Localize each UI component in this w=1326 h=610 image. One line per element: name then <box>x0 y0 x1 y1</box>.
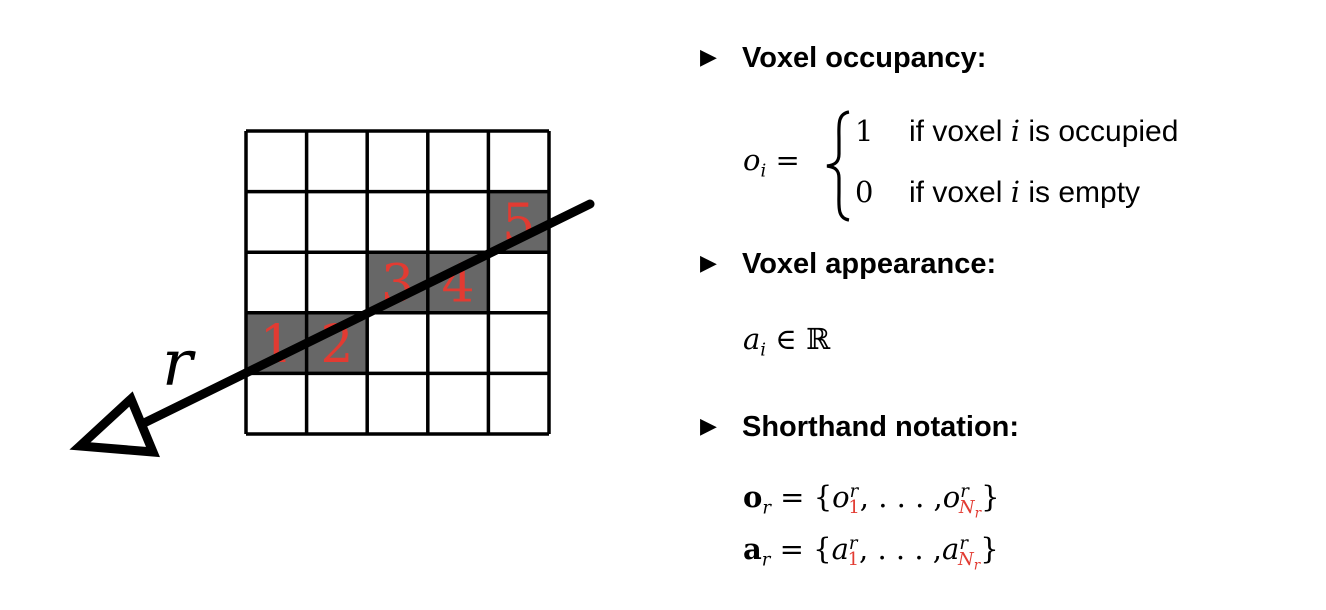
sh-first-index: 1 <box>847 549 860 571</box>
bullet-shorthand-notation: ▶ Shorthand notation: <box>700 411 1019 444</box>
case-var: i <box>1010 175 1020 209</box>
occ-equals: = <box>775 143 800 177</box>
bullet-voxel-occupancy: ▶ Voxel occupancy: <box>700 42 986 75</box>
case-text-post: is occupied <box>1020 115 1179 148</box>
case-value: 0 <box>855 175 874 209</box>
app-sub: i <box>760 339 767 361</box>
case-text-post: is empty <box>1020 176 1141 209</box>
sh-var: o <box>832 480 850 514</box>
bullet-arrow-icon: ▶ <box>700 44 717 69</box>
case-value: 1 <box>855 114 874 148</box>
sh-bold: o <box>743 480 763 514</box>
sh-last-index-sub: r <box>973 558 981 574</box>
sh-open: { <box>813 480 833 514</box>
bullet-voxel-appearance: ▶ Voxel appearance: <box>700 248 996 281</box>
sh-sep: , . . . , <box>859 480 943 514</box>
bullet-arrow-icon: ▶ <box>700 250 717 275</box>
sh-sup: r <box>848 533 858 555</box>
occ-sub: i <box>760 160 767 182</box>
bullet-arrow-icon: ▶ <box>700 413 717 438</box>
left-brace <box>826 110 850 222</box>
case-var: i <box>1010 114 1020 148</box>
explanation-panel: ▶ Voxel occupancy: oi = 1 if voxel i is oc… <box>700 0 1320 610</box>
sh-var: a <box>831 532 849 566</box>
sh-last-index: N <box>958 549 974 571</box>
occupancy-case-empty: 0 if voxel i is empty <box>855 175 1140 210</box>
app-var: a <box>743 322 761 356</box>
ray-arrow <box>69 199 595 458</box>
case-text: if voxel <box>909 115 1011 148</box>
sh-open: { <box>813 532 832 566</box>
sh-close: } <box>980 532 999 566</box>
sh-sub: r <box>762 497 771 519</box>
sh-last-index-sub: r <box>974 506 982 522</box>
ray-line <box>135 199 595 430</box>
shorthand-appearance: ar = {ar1, . . . ,arNr} <box>743 532 999 573</box>
voxel-grid <box>244 129 551 436</box>
sh-close: } <box>981 480 1000 514</box>
voxel-grid-diagram: 1 23 45 r <box>69 129 595 458</box>
sh-last-index: N <box>958 497 975 519</box>
appearance-equation: ai ∈ ℝ <box>743 322 831 359</box>
occupancy-case-occupied: 1 if voxel i is occupied <box>855 114 1178 149</box>
sh-eq: = <box>780 480 805 514</box>
app-rel: ∈ <box>775 322 797 356</box>
sh-sep: , . . . , <box>859 532 943 566</box>
sh-sup-last: r <box>960 481 969 503</box>
bullet-label: Voxel occupancy: <box>742 42 987 74</box>
sh-bold: a <box>743 532 762 566</box>
ray-label: r <box>162 327 196 401</box>
bullet-label: Shorthand notation: <box>742 411 1020 443</box>
occupancy-lhs: oi = <box>743 143 800 180</box>
sh-sub: r <box>761 549 771 571</box>
bullet-label: Voxel appearance: <box>742 248 997 280</box>
sh-sup: r <box>849 481 859 503</box>
sh-var-last: a <box>942 532 960 566</box>
sh-eq: = <box>779 532 804 566</box>
sh-var-last: o <box>942 480 961 514</box>
sh-sup-last: r <box>959 533 968 555</box>
occupancy-equation: oi = 1 if voxel i is occupied 0 if voxel i… <box>743 110 1263 228</box>
shorthand-occupancy: or = {or1, . . . ,orNr} <box>743 480 1000 521</box>
occ-var: o <box>743 143 761 177</box>
ray-arrowhead <box>69 391 160 458</box>
case-text: if voxel <box>909 176 1011 209</box>
app-set: ℝ <box>805 322 831 356</box>
sh-first-index: 1 <box>848 497 860 519</box>
